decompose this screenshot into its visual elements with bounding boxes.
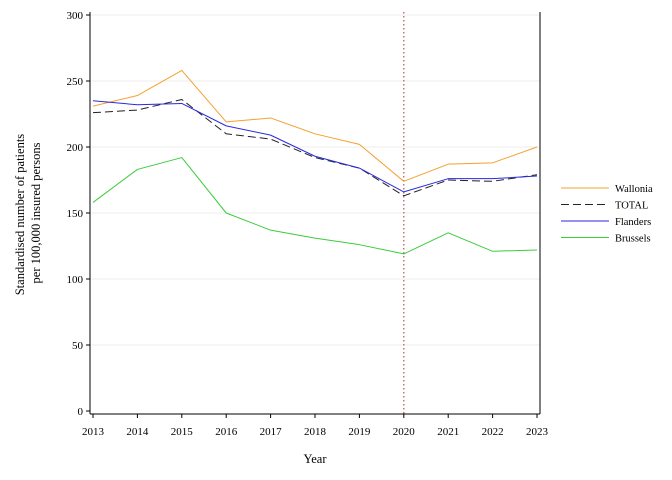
- x-tick-label-2020: 2020: [393, 426, 416, 438]
- legend-label-flanders: Flanders: [615, 217, 651, 228]
- x-tick-label-2013: 2013: [82, 426, 105, 438]
- series-line-flanders: [92, 100, 538, 193]
- x-axis-label: Year: [303, 452, 327, 466]
- x-tick-label-2017: 2017: [260, 426, 283, 438]
- x-tick-label-2019: 2019: [348, 426, 371, 438]
- y-tick-label-0: 0: [78, 406, 84, 418]
- y-tick-label-300: 300: [67, 10, 84, 22]
- series-line-brussels: [92, 157, 538, 255]
- x-tick-label-2021: 2021: [437, 426, 459, 438]
- legend-label-total: TOTAL: [615, 201, 648, 212]
- y-axis-label-line-1: Standardised number of patients: [13, 134, 27, 296]
- y-tick-label-200: 200: [67, 142, 84, 154]
- legend-label-wallonia: Wallonia: [615, 184, 653, 195]
- x-tick-label-2022: 2022: [482, 426, 504, 438]
- y-axis-label-line-2: per 100,000 insured persons: [29, 142, 43, 283]
- y-tick-label-150: 150: [67, 208, 84, 220]
- series-line-total: [92, 98, 538, 197]
- x-tick-label-2016: 2016: [215, 426, 238, 438]
- series-layer: [92, 69, 538, 255]
- series-line-wallonia: [92, 69, 538, 182]
- legend-label-brussels: Brussels: [615, 234, 651, 245]
- y-tick-label-50: 50: [72, 340, 84, 352]
- y-axis-label: Standardised number of patients per 100,…: [13, 131, 43, 296]
- legend: Wallonia TOTAL Flanders Brussels: [561, 184, 653, 245]
- y-tick-label-100: 100: [67, 274, 84, 286]
- gridlines: [90, 14, 540, 346]
- x-tick-label-2018: 2018: [304, 426, 327, 438]
- x-tick-label-2023: 2023: [526, 426, 549, 438]
- tick-labels: 0 50 100 150 200 250 300 2013 2014 2015 2016 2017 20…: [67, 10, 549, 438]
- y-tick-label-250: 250: [67, 76, 84, 88]
- x-tick-label-2014: 2014: [126, 426, 149, 438]
- x-tick-label-2015: 2015: [171, 426, 194, 438]
